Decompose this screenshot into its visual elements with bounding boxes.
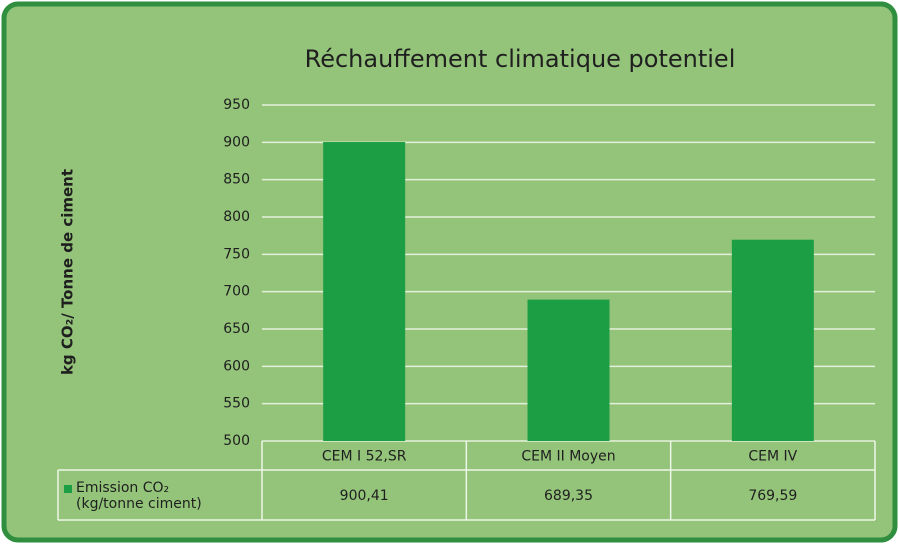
x-tick-label: CEM IV [748, 449, 797, 465]
y-tick-label: 650 [223, 321, 250, 337]
y-tick-label: 950 [223, 97, 250, 113]
legend-label: Emission CO₂ (kg/tonne ciment) [76, 480, 202, 512]
bar [527, 299, 610, 441]
y-tick-label: 750 [223, 246, 250, 262]
y-tick-label: 600 [223, 358, 250, 374]
y-tick-label: 550 [223, 396, 250, 412]
bar [731, 239, 814, 441]
y-tick-label: 850 [223, 172, 250, 188]
y-tick-label: 700 [223, 284, 250, 300]
legend: Emission CO₂ (kg/tonne ciment) [62, 474, 258, 518]
y-axis-label: kg CO₂/ Tonne de ciment [59, 169, 77, 375]
x-tick-label: CEM I 52,SR [322, 449, 407, 465]
x-tick-label: CEM II Moyen [521, 449, 615, 465]
y-tick-label: 500 [223, 433, 250, 449]
data-label: 900,41 [340, 488, 389, 504]
legend-swatch [64, 485, 72, 493]
y-tick-label: 900 [223, 134, 250, 150]
bar [323, 142, 406, 441]
y-tick-label: 800 [223, 209, 250, 225]
data-label: 769,59 [748, 488, 797, 504]
data-label: 689,35 [544, 488, 593, 504]
chart-title: Réchauffement climatique potentiel [305, 45, 736, 73]
